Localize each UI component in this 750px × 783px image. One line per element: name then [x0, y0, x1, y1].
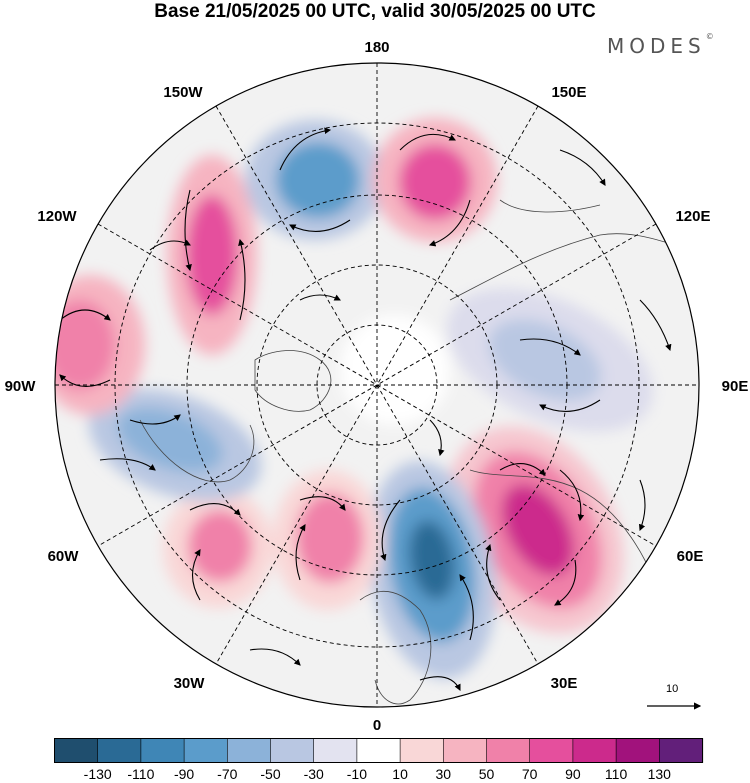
colorbar-tick-label: 130 — [647, 766, 671, 782]
lon-label-90e: 90E — [722, 378, 749, 395]
map-title: Base 21/05/2025 00 UTC, valid 30/05/2025… — [154, 1, 596, 22]
lon-label-150w: 150W — [163, 84, 203, 101]
longitude-labels: 180 150E 120E 90E 60E 30E 0 30W 60W 90W … — [5, 39, 749, 734]
colorbar-tick-label: 10 — [392, 766, 408, 782]
colorbar-tick-label: 30 — [435, 766, 452, 782]
colorbar-cell — [140, 738, 185, 763]
lon-label-90w: 90W — [5, 378, 37, 395]
lon-label-60w: 60W — [48, 548, 80, 565]
colorbar-tick-label: -30 — [303, 766, 324, 782]
vector-scale-label: 10 — [666, 683, 679, 695]
colorbar-tick-label: -110 — [127, 766, 155, 782]
colorbar-cell — [399, 738, 444, 763]
colorbar — [54, 738, 704, 763]
coastlines — [139, 199, 691, 705]
colorbar-tick-label: 90 — [565, 766, 581, 782]
colorbar-tick-label: -10 — [346, 766, 367, 782]
colorbar-tick-label: 70 — [521, 766, 538, 782]
colorbar-cell — [615, 738, 660, 763]
brand-name: MODES — [607, 34, 706, 58]
lon-label-150e: 150E — [551, 84, 586, 101]
colorbar-cells — [54, 738, 704, 763]
colorbar-cell — [227, 738, 272, 763]
colorbar-cell — [270, 738, 315, 763]
lon-label-120e: 120E — [675, 208, 710, 225]
lon-label-60e: 60E — [677, 548, 704, 565]
colorbar-cell — [183, 738, 228, 763]
colorbar-cell — [442, 738, 488, 763]
lon-label-0: 0 — [373, 717, 381, 734]
colorbar-cell — [486, 738, 531, 763]
graticule — [55, 63, 699, 707]
wind-vectors — [59, 127, 672, 691]
lon-label-180: 180 — [364, 39, 389, 56]
colorbar-cell — [658, 738, 704, 763]
colorbar-cell — [54, 738, 99, 763]
colorbar-tick-label: -50 — [260, 766, 281, 782]
colorbar-cell — [97, 738, 142, 763]
colorbar-tick-label: 110 — [604, 766, 628, 782]
colorbar-cell — [356, 738, 401, 763]
colorbar-cell — [313, 738, 358, 763]
lon-label-30e: 30E — [551, 675, 578, 692]
brand-logo: MODES© — [607, 32, 714, 58]
copyright-mark: © — [705, 32, 714, 41]
map-disk — [55, 63, 699, 707]
colorbar-tick-label: -70 — [217, 766, 238, 782]
colorbar-tick-label: -90 — [173, 766, 195, 782]
colorbar-tick-label: -130 — [83, 766, 112, 782]
colorbar-tick-label: 50 — [478, 766, 495, 782]
colorbar-cell — [529, 738, 574, 763]
lon-label-120w: 120W — [37, 208, 77, 225]
map-border — [54, 62, 700, 708]
lon-label-30w: 30W — [174, 675, 206, 692]
colorbar-cell — [572, 738, 617, 763]
